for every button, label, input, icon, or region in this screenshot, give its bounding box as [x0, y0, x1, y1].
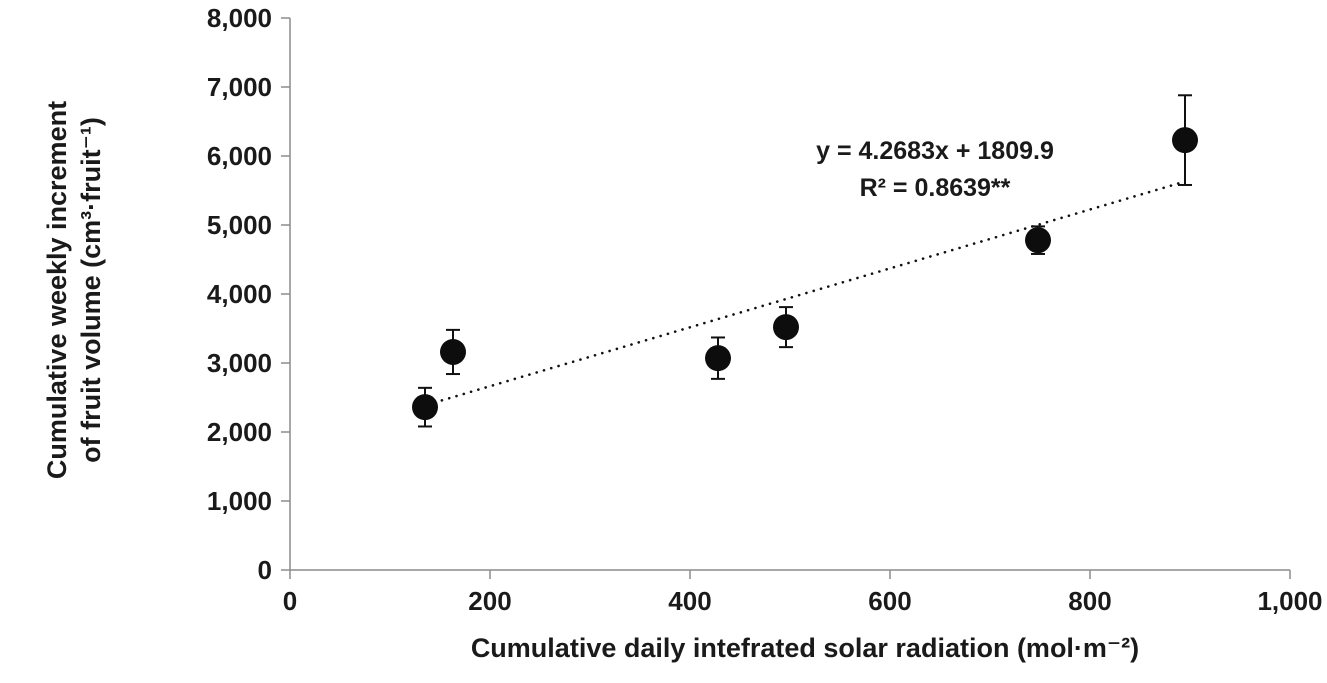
data-point: [773, 314, 799, 341]
y-tick-label: 8,000: [207, 3, 272, 33]
y-tick-label: 4,000: [207, 279, 272, 309]
data-point: [412, 394, 438, 421]
y-tick-label: 3,000: [207, 348, 272, 378]
y-tick-label: 5,000: [207, 210, 272, 240]
y-tick-label: 2,000: [207, 417, 272, 447]
data-point: [1025, 227, 1051, 254]
data-point: [705, 345, 731, 372]
y-tick-label: 1,000: [207, 486, 272, 516]
x-tick-label: 800: [1068, 586, 1111, 616]
y-axis-title-line2: of fruit volume (cm³·fruit⁻¹): [76, 117, 106, 463]
data-point: [440, 338, 466, 365]
r-squared-value: R² = 0.8639**: [859, 174, 1011, 202]
y-tick-label: 0: [258, 555, 272, 585]
x-tick-label: 400: [668, 586, 711, 616]
y-tick-label: 6,000: [207, 141, 272, 171]
x-tick-label: 1,000: [1257, 586, 1322, 616]
trendline-equation: y = 4.2683x + 1809.9: [816, 137, 1054, 165]
x-tick-label: 0: [283, 586, 297, 616]
x-tick-label: 600: [868, 586, 911, 616]
x-axis-title: Cumulative daily intefrated solar radiat…: [470, 633, 1140, 663]
x-tick-label: 200: [468, 586, 511, 616]
trend-line: [418, 181, 1182, 409]
y-axis-title: Cumulative weekly increment of fruit vol…: [40, 30, 112, 550]
y-tick-label: 7,000: [207, 72, 272, 102]
y-axis-title-line1: Cumulative weekly increment: [42, 100, 72, 480]
data-point: [1172, 127, 1198, 154]
trendline-annotation: y = 4.2683x + 1809.9 R² = 0.8639**: [760, 133, 1110, 207]
